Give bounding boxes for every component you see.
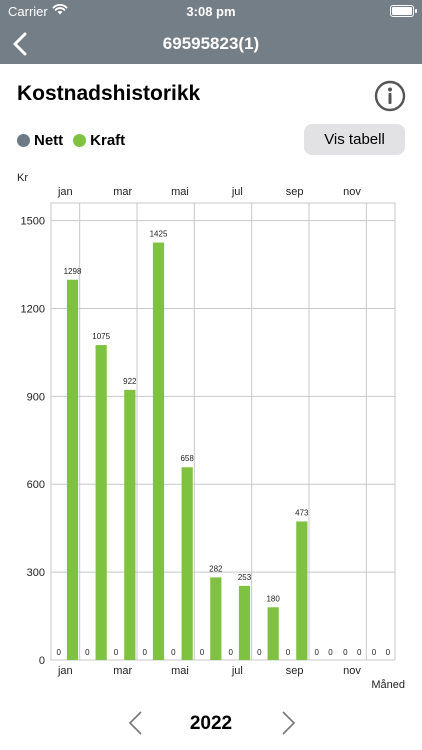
x-tick-label: jan [57,665,73,677]
x-tick-label-top: jul [231,186,243,198]
battery-icon [390,5,417,17]
x-tick-label: nov [343,665,361,677]
x-axis-label: Måned [371,679,405,691]
legend-dot-kraft [73,133,87,147]
data-label-nett: 0 [56,648,61,657]
data-label-kraft: 0 [386,648,391,657]
data-label-nett: 0 [200,648,205,657]
y-tick-label: 300 [27,567,45,579]
status-bar: Carrier 3:08 pm [0,0,422,22]
legend-dot-nett [17,133,30,147]
data-label-nett: 0 [343,648,348,657]
data-label-kraft: 1425 [150,230,168,239]
bar-kraft [66,279,79,660]
bar-kraft [296,521,308,660]
data-label-nett: 0 [85,648,90,657]
data-label-kraft: 180 [266,594,280,603]
data-label-nett: 0 [257,648,262,657]
show-table-button[interactable]: Vis tabell [304,124,405,155]
bar-kraft [181,467,193,660]
data-label-nett: 0 [286,648,291,657]
y-tick-label: 600 [27,479,45,491]
back-button[interactable] [8,30,34,58]
legend-item-nett[interactable]: Nett [17,132,63,149]
next-year-button[interactable] [278,710,298,736]
y-tick-label: 900 [27,391,45,403]
data-label-nett: 0 [228,648,233,657]
data-label-kraft: 0 [328,648,333,657]
x-tick-label: jul [231,665,243,677]
y-tick-label: 0 [39,655,45,667]
x-tick-label-top: mar [113,186,132,198]
bar-kraft [124,389,136,660]
y-tick-label: 1200 [21,303,45,315]
data-label-kraft: 282 [209,564,223,573]
y-tick-label: 1500 [21,216,45,228]
bar-kraft [210,577,222,660]
bar-kraft [267,607,279,660]
x-tick-label-top: nov [343,186,361,198]
data-label-kraft: 658 [180,454,194,463]
plot-frame [50,202,396,661]
x-tick-label: sep [286,665,304,677]
data-label-kraft: 0 [357,648,362,657]
data-label-kraft: 922 [123,377,137,386]
wifi-icon [52,4,68,15]
legend-item-kraft[interactable]: Kraft [73,132,125,149]
y-axis-label: Kr [17,172,28,184]
info-icon [374,80,406,112]
data-label-kraft: 253 [238,573,252,582]
previous-year-button[interactable] [126,710,146,736]
page-title: 69595823(1) [162,34,260,53]
data-label-kraft: 1075 [92,332,110,341]
year-navigator: 2022 [0,700,422,746]
section-heading: Kostnadshistorikk [17,82,201,105]
bar-kraft [238,585,251,660]
legend-label-nett: Nett [34,131,64,149]
data-label-kraft: 1298 [64,267,82,276]
data-label-nett: 0 [114,648,119,657]
year-label: 2022 [189,713,233,734]
x-tick-label: mar [113,665,132,677]
data-label-nett: 0 [171,648,176,657]
bar-kraft [152,242,165,660]
chart-legend: Nett Kraft [17,129,135,151]
x-tick-label: mai [171,665,189,677]
legend-label-kraft: Kraft [90,131,126,149]
data-label-nett: 0 [372,648,377,657]
cost-history-chart: 0 300 600 900 1200 1500 jan jan mar mar mai mai jul j… [17,172,405,691]
carrier-label: Carrier [8,4,48,19]
data-label-nett: 0 [142,648,147,657]
info-button[interactable] [374,80,406,112]
x-tick-label-top: mai [171,186,189,198]
data-label-nett: 0 [314,648,319,657]
bar-kraft [95,345,107,660]
clock: 3:08 pm [186,4,236,19]
x-tick-label-top: jan [57,186,73,198]
x-tick-label-top: sep [286,186,304,198]
data-label-kraft: 473 [295,508,309,517]
navigation-bar: Carrier 3:08 pm 69595823(1) [0,0,422,64]
